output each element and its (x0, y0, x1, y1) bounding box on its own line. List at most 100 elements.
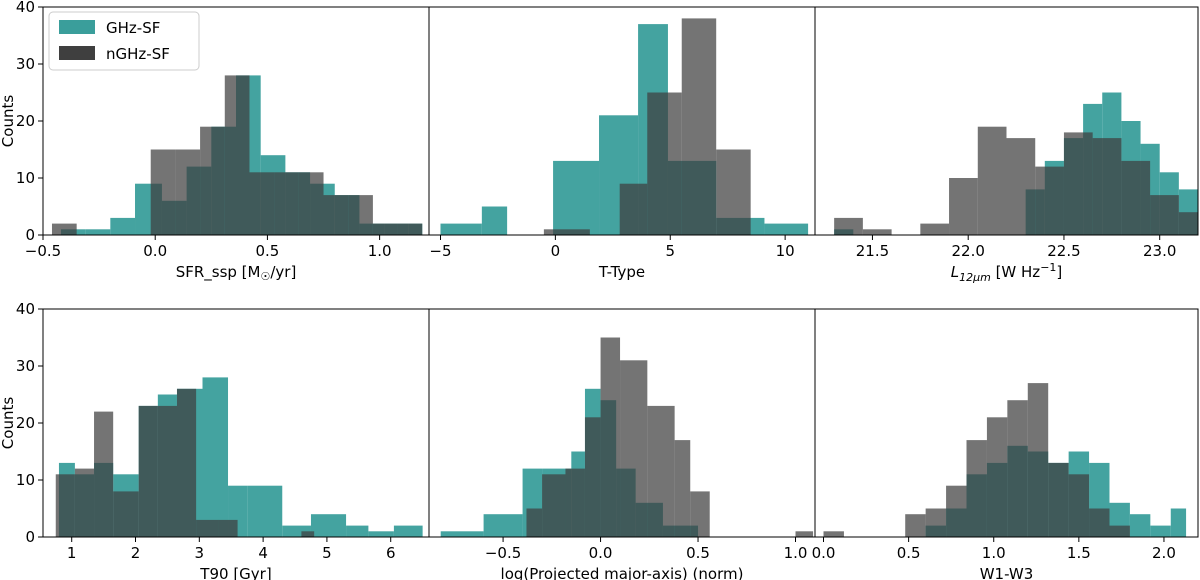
bar-nGHz-SF-9 (274, 172, 299, 235)
bar-nGHz-SF-11 (1150, 195, 1179, 235)
panel-3: 21.5 22.0 22.5 23.0 L12µm [W Hz−1] (814, 6, 1199, 284)
x-tick-label: 0.0 (143, 242, 167, 260)
x-tick-label: 1.0 (784, 544, 808, 562)
x-tick-label: 0.5 (686, 544, 710, 562)
bar-GHz-SF-11 (1150, 525, 1171, 537)
bar-GHz-SF-1 (481, 206, 508, 235)
x-tick-label: 5 (322, 544, 332, 562)
x-tick-label: 22.0 (951, 242, 984, 260)
bar-GHz-SF-7 (202, 377, 229, 537)
bar-nGHz-SF-0 (823, 531, 844, 537)
legend-swatch-GHz-SF (59, 20, 95, 34)
bar-nGHz-SF-11 (301, 531, 315, 537)
series-nGHz-SF (526, 337, 814, 537)
bar-nGHz-SF-1 (543, 229, 590, 235)
x-axis-label: log(Projected major-axis) (norm) (501, 565, 744, 580)
bar-nGHz-SF-5 (681, 18, 717, 236)
x-tick-label: 0.5 (255, 242, 279, 260)
bar-GHz-SF-10 (1129, 514, 1151, 537)
x-axis-label: L12µm [W Hz−1] (951, 261, 1063, 284)
bar-nGHz-SF-8 (986, 417, 1008, 537)
legend-swatch-nGHz-SF (59, 46, 95, 60)
bar-nGHz-SF-12 (1068, 474, 1090, 537)
bar-GHz-SF-11 (310, 514, 347, 537)
series-nGHz-SF (55, 388, 315, 537)
x-axis-label: SFR_ssp [M☉/yr] (176, 263, 297, 283)
x-tick-label: −0.5 (485, 544, 521, 562)
y-tick-label: 10 (16, 169, 35, 187)
y-tick-label: 20 (16, 112, 35, 130)
bar-GHz-SF-10 (282, 525, 311, 537)
bar-GHz-SF-14 (393, 525, 423, 537)
bar-nGHz-SF-12 (348, 195, 373, 235)
panel-2: −5 0 5 10 T-Type (428, 6, 816, 281)
bar-nGHz-SF-13 (1089, 508, 1110, 537)
series-nGHz-SF (51, 75, 423, 236)
bar-nGHz-SF-10 (298, 172, 324, 235)
bar-nGHz-SF-9 (1007, 400, 1028, 537)
bar-nGHz-SF-3 (619, 183, 648, 235)
bar-nGHz-SF-7 (966, 440, 987, 537)
bar-nGHz-SF-1 (74, 468, 95, 537)
legend-label-nGHz-SF: nGHz-SF (106, 45, 170, 63)
y-axis-label: Counts (0, 95, 17, 148)
bar-nGHz-SF-2 (94, 411, 114, 537)
x-tick-label: 22.5 (1047, 242, 1080, 260)
x-tick-label: 1.0 (982, 544, 1006, 562)
x-tick-label: 10 (776, 242, 795, 260)
bar-nGHz-SF-0 (526, 508, 543, 537)
bar-nGHz-SF-2 (565, 468, 585, 537)
bar-nGHz-SF-5 (620, 360, 648, 537)
bar-GHz-SF-12 (346, 525, 369, 537)
legend-label-GHz-SF: GHz-SF (106, 19, 160, 37)
bar-nGHz-SF-7 (224, 75, 250, 236)
bar-nGHz-SF-5 (175, 149, 201, 235)
bar-nGHz-SF-10 (1027, 383, 1049, 537)
bar-GHz-SF-0 (440, 223, 482, 235)
bar-nGHz-SF-0 (834, 217, 863, 235)
bar-nGHz-SF-0 (51, 223, 77, 235)
bar-nGHz-SF-7 (674, 440, 691, 537)
bar-nGHz-SF-7 (1035, 166, 1064, 235)
bar-nGHz-SF-6 (716, 149, 751, 235)
bar-GHz-SF-9 (247, 485, 283, 537)
series-nGHz-SF (823, 383, 1130, 537)
bar-nGHz-SF-6 (176, 388, 197, 537)
y-tick-label: 10 (16, 471, 35, 489)
panel-1: −0.5 0.0 0.5 1.0 0 10 20 30 40 Counts SFR_ssp [M☉/… (0, 0, 430, 283)
bar-nGHz-SF-10 (1121, 160, 1151, 235)
bar-nGHz-SF-5 (157, 405, 177, 537)
bar-GHz-SF-0 (440, 531, 484, 537)
bar-GHz-SF-2 (110, 217, 136, 235)
bar-nGHz-SF-3 (113, 491, 139, 537)
bar-nGHz-SF-4 (949, 178, 978, 235)
bar-nGHz-SF-13 (372, 223, 398, 235)
legend: GHz-SF nGHz-SF (48, 11, 200, 71)
bar-nGHz-SF-4 (600, 337, 621, 537)
bar-nGHz-SF-11 (323, 195, 349, 235)
bar-nGHz-SF-6 (200, 126, 225, 235)
y-axis-label: Counts (0, 397, 17, 450)
x-axis-label: T90 [Gyr] (199, 565, 271, 580)
axes-frame (814, 6, 1199, 236)
x-tick-label: 21.5 (856, 242, 889, 260)
x-tick-label: 2 (131, 544, 141, 562)
x-tick-label: 0 (551, 242, 561, 260)
bar-nGHz-SF-4 (647, 92, 682, 235)
bar-nGHz-SF-6 (647, 405, 675, 537)
x-tick-label: 3 (195, 544, 205, 562)
bar-nGHz-SF-5 (977, 126, 1007, 235)
bar-nGHz-SF-14 (1109, 525, 1130, 537)
bar-nGHz-SF-1 (542, 474, 566, 537)
y-tick-label: 0 (25, 528, 35, 546)
x-tick-label: 1.5 (1067, 544, 1091, 562)
bar-nGHz-SF-8 (1063, 132, 1093, 235)
axes-frame (814, 308, 1199, 538)
panel-6: 0.0 0.5 1.0 1.5 2.0 W1-W3 (812, 308, 1199, 580)
y-tick-label: 30 (16, 55, 35, 73)
x-tick-label: 1 (67, 544, 77, 562)
x-tick-label: 2.0 (1152, 544, 1176, 562)
bar-GHz-SF-1 (483, 514, 523, 537)
x-tick-label: 4 (258, 544, 268, 562)
